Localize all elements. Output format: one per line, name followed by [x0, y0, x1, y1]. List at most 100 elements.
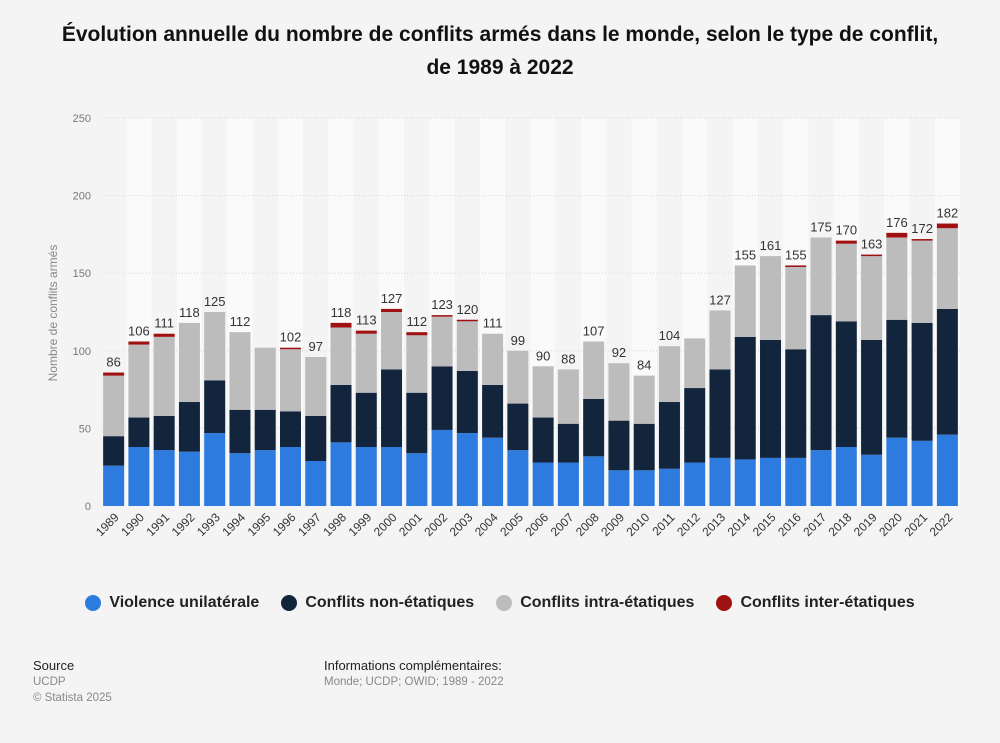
- bar-segment: [557, 423, 579, 463]
- source-label: Source: [33, 658, 75, 673]
- bar-segment: [507, 350, 529, 404]
- bar-segment: [456, 321, 478, 371]
- bar-segment: [204, 380, 226, 434]
- bar-segment: [355, 392, 377, 448]
- x-tick-label: 1993: [194, 510, 223, 539]
- total-label: 88: [561, 351, 575, 366]
- bar-segment: [279, 411, 301, 448]
- bar-segment: [103, 372, 125, 376]
- bar-segment: [936, 228, 958, 309]
- total-label: 176: [886, 215, 908, 230]
- bar-segment: [431, 366, 453, 430]
- source-value[interactable]: UCDP: [33, 676, 66, 688]
- x-tick-label: 1999: [346, 510, 375, 539]
- bar-segment: [128, 344, 150, 418]
- bar-segment: [330, 322, 352, 328]
- bar-segment: [532, 417, 554, 463]
- bar-segment: [658, 346, 680, 403]
- legend-marker: [281, 595, 298, 611]
- total-label: 161: [760, 238, 782, 253]
- x-tick-label: 2015: [750, 510, 779, 539]
- y-tick-label: 0: [85, 501, 91, 513]
- bar-segment: [204, 433, 226, 506]
- total-label: 118: [179, 305, 200, 320]
- legend-item[interactable]: Conflits non-étatiques: [281, 594, 474, 612]
- info-label[interactable]: Informations complémentaires:: [324, 658, 502, 673]
- bar-segment: [734, 265, 756, 337]
- bar-segment: [785, 265, 807, 267]
- total-label: 127: [709, 292, 731, 307]
- total-label: 155: [785, 247, 807, 262]
- total-label: 182: [937, 206, 959, 221]
- legend-item[interactable]: Conflits inter-étatiques: [716, 594, 915, 612]
- bar-segment: [279, 349, 301, 412]
- total-label: 172: [911, 221, 933, 236]
- total-label: 104: [659, 328, 681, 343]
- x-tick-label: 2004: [472, 510, 501, 539]
- bar-segment: [431, 315, 453, 317]
- bar-segment: [760, 339, 782, 458]
- bar-segment: [279, 447, 301, 506]
- y-axis-label: Nombre de conflits armés: [46, 245, 60, 382]
- total-label: 102: [280, 330, 302, 345]
- bar-segment: [886, 237, 908, 320]
- bar-segment: [305, 357, 327, 416]
- bar-segment: [128, 447, 150, 506]
- x-tick-label: 2003: [447, 510, 476, 539]
- footer-source: Source UCDP © Statista 2025: [33, 658, 112, 706]
- chart-title: Évolution annuelle du nombre de conflits…: [61, 23, 939, 79]
- total-label: 107: [583, 323, 605, 338]
- footer-info: Informations complémentaires: Monde; UCD…: [324, 658, 504, 690]
- bar-segment: [456, 370, 478, 434]
- x-tick-label: 2020: [876, 510, 905, 539]
- total-label: 112: [230, 314, 251, 329]
- total-label: 163: [861, 237, 883, 252]
- bar-segment: [381, 369, 403, 448]
- grid-lines: [101, 117, 960, 429]
- legend-label: Conflits non-étatiques: [305, 594, 475, 611]
- bar-segment: [153, 336, 175, 416]
- bar-segment: [557, 369, 579, 424]
- bar-segment: [103, 465, 125, 506]
- y-tick-label: 50: [79, 423, 91, 435]
- x-tick-label: 2016: [775, 510, 804, 539]
- x-tick-label: 2019: [851, 510, 880, 539]
- bar-segment: [911, 322, 933, 441]
- bar-segment: [482, 384, 504, 438]
- total-label: 118: [331, 305, 352, 320]
- bar-segment: [835, 240, 857, 244]
- bar-segment: [861, 454, 883, 506]
- legend-marker: [716, 595, 733, 611]
- bar-segment: [381, 308, 403, 312]
- x-tick-label: 1991: [144, 510, 173, 539]
- bar-segment: [406, 335, 428, 393]
- legend-item[interactable]: Conflits intra-étatiques: [496, 594, 694, 612]
- total-label: 111: [483, 316, 503, 331]
- bar-segment: [936, 308, 958, 435]
- total-label: 155: [734, 247, 756, 262]
- bar-segment: [507, 403, 529, 451]
- bar-segment: [431, 429, 453, 506]
- total-label: 175: [810, 220, 832, 235]
- bar-segment: [103, 375, 125, 437]
- x-tick-label: 2008: [573, 510, 602, 539]
- x-tick-label: 1990: [118, 510, 147, 539]
- bar-segment: [355, 330, 377, 334]
- x-tick-label: 2021: [901, 510, 930, 539]
- bar-segment: [583, 398, 605, 457]
- legend-item[interactable]: Violence unilatérale: [85, 594, 259, 612]
- bar-segment: [431, 316, 453, 367]
- total-label: 112: [406, 314, 427, 329]
- copyright[interactable]: © Statista 2025: [33, 692, 112, 704]
- y-tick-label: 150: [73, 268, 91, 280]
- legend-marker: [496, 595, 513, 611]
- bar-segment: [254, 409, 276, 451]
- x-tick-label: 2009: [598, 510, 627, 539]
- x-tick-label: 2005: [497, 510, 526, 539]
- total-label: 113: [356, 313, 377, 328]
- bar-segment: [608, 470, 630, 506]
- bar-segment: [153, 415, 175, 451]
- bar-segment: [709, 369, 731, 458]
- bar-segment: [810, 315, 832, 451]
- x-tick-label: 1998: [320, 510, 349, 539]
